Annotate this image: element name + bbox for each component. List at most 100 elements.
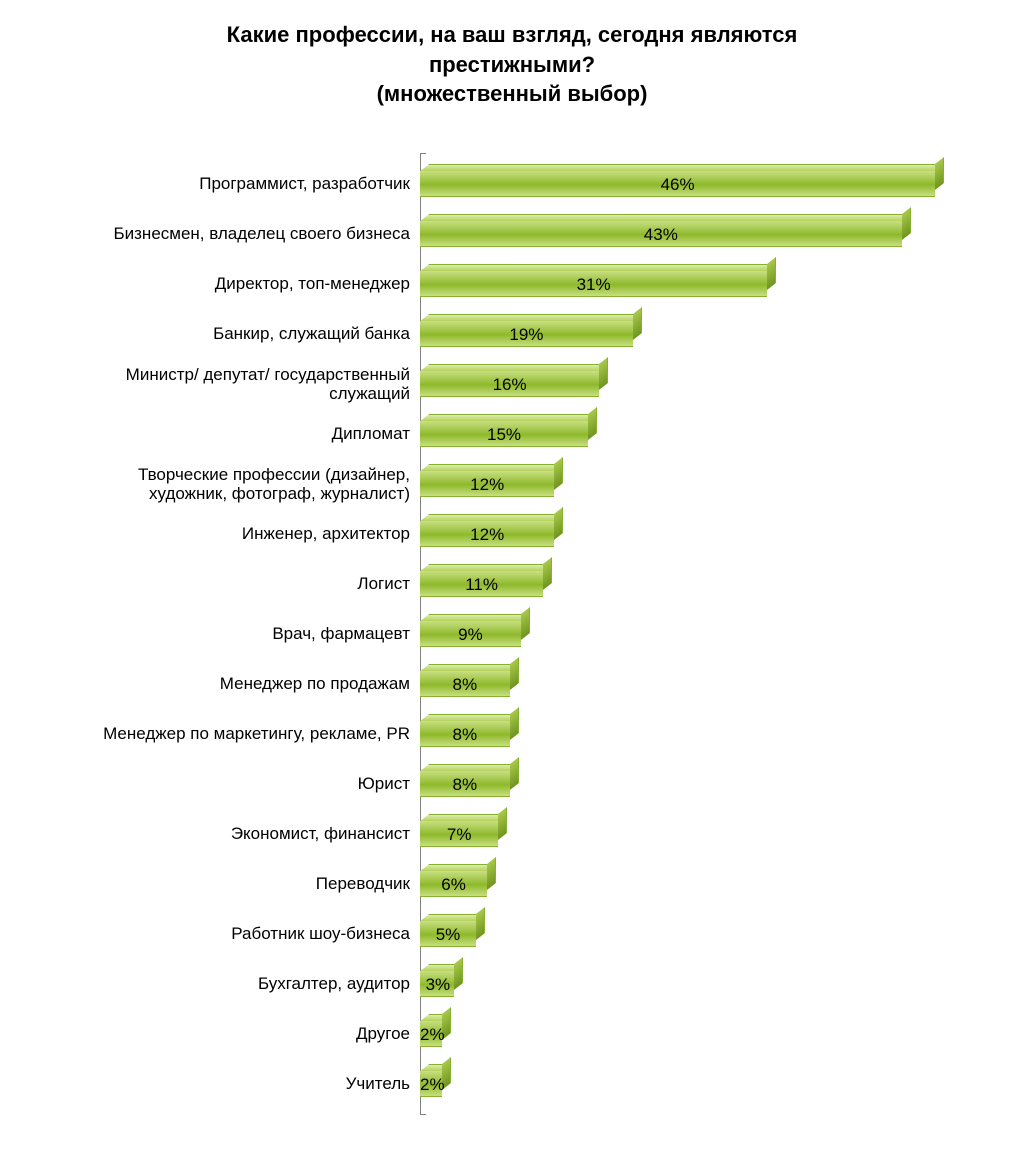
bar-cell: 31% — [420, 259, 994, 309]
chart-row: Банкир, служащий банка19% — [70, 309, 994, 359]
chart-row: Менеджер по маркетингу, рекламе, PR8% — [70, 709, 994, 759]
bar-side-face — [454, 957, 463, 990]
bar: 46% — [420, 171, 944, 197]
bar-cell: 5% — [420, 909, 994, 959]
bar-side-face — [554, 457, 563, 490]
bar: 31% — [420, 271, 776, 297]
bar-top-face — [420, 264, 776, 271]
bar: 2% — [420, 1021, 451, 1047]
y-axis-tick — [420, 1114, 426, 1115]
bar-cell: 6% — [420, 859, 994, 909]
category-label: Менеджер по маркетингу, рекламе, PR — [70, 724, 420, 744]
bar-top-face — [420, 464, 564, 471]
bar-value-label: 12% — [420, 525, 554, 545]
bar-value-label: 6% — [420, 875, 487, 895]
bar-top-face — [420, 514, 564, 521]
chart-row: Врач, фармацевт9% — [70, 609, 994, 659]
bar: 16% — [420, 371, 608, 397]
chart-row: Инженер, архитектор12% — [70, 509, 994, 559]
bar: 8% — [420, 771, 519, 797]
chart-title-line: престижными? — [429, 52, 595, 77]
bar-top-face — [420, 864, 496, 871]
chart-title: Какие профессии, на ваш взгляд, сегодня … — [62, 20, 962, 109]
bar: 19% — [420, 321, 642, 347]
bar-cell: 46% — [420, 159, 994, 209]
bar-value-label: 5% — [420, 925, 476, 945]
bar-top-face — [420, 814, 508, 821]
bar-side-face — [476, 907, 485, 940]
bar-value-label: 3% — [426, 975, 451, 995]
bar-side-face — [510, 657, 519, 690]
bar-value-label: 8% — [420, 675, 510, 695]
category-label: Бизнесмен, владелец своего бизнеса — [70, 224, 420, 244]
chart-row: Директор, топ-менеджер31% — [70, 259, 994, 309]
bar-side-face — [599, 357, 608, 390]
bar-side-face — [935, 157, 944, 190]
bar-cell: 16% — [420, 359, 994, 409]
category-label: Банкир, служащий банка — [70, 324, 420, 344]
bar-cell: 12% — [420, 509, 994, 559]
chart-row: Учитель2% — [70, 1059, 994, 1109]
bar-top-face — [420, 664, 519, 671]
chart-row: Менеджер по продажам8% — [70, 659, 994, 709]
category-label: Учитель — [70, 1074, 420, 1094]
category-label: Логист — [70, 574, 420, 594]
bar-side-face — [543, 557, 552, 590]
bar-cell: 9% — [420, 609, 994, 659]
bar-value-label: 9% — [420, 625, 521, 645]
chart-row: Экономист, финансист7% — [70, 809, 994, 859]
category-label: Юрист — [70, 774, 420, 794]
chart-row: Бизнесмен, владелец своего бизнеса43% — [70, 209, 994, 259]
bar-top-face — [420, 714, 519, 721]
bar-cell: 7% — [420, 809, 994, 859]
category-label: Дипломат — [70, 424, 420, 444]
category-label: Переводчик — [70, 874, 420, 894]
bar-cell: 8% — [420, 659, 994, 709]
bar-value-label: 15% — [420, 425, 588, 445]
bar: 43% — [420, 221, 911, 247]
chart-row: Работник шоу-бизнеса5% — [70, 909, 994, 959]
bar-value-label: 19% — [420, 325, 633, 345]
y-axis-tick — [420, 153, 426, 154]
bar-side-face — [633, 307, 642, 340]
chart-row: Бухгалтер, аудитор 3% — [70, 959, 994, 1009]
bar-cell: 8% — [420, 759, 994, 809]
bar: 11% — [420, 571, 552, 597]
bar: 3% — [420, 971, 463, 997]
bar-value-label: 12% — [420, 475, 554, 495]
bar-cell: 43% — [420, 209, 994, 259]
chart-row: Министр/ депутат/ государственный служащ… — [70, 359, 994, 409]
bar: 6% — [420, 871, 496, 897]
chart-container: Какие профессии, на ваш взгляд, сегодня … — [0, 0, 1024, 1149]
bar-value-label: 16% — [420, 375, 599, 395]
bar: 7% — [420, 821, 507, 847]
category-label: Другое — [70, 1024, 420, 1044]
bar-side-face — [554, 507, 563, 540]
bar-value-label: 11% — [420, 575, 543, 595]
bar-value-label: 2% — [420, 1075, 445, 1095]
bar-side-face — [588, 407, 597, 440]
bar-side-face — [902, 207, 911, 240]
category-label: Директор, топ-менеджер — [70, 274, 420, 294]
bar-top-face — [420, 764, 519, 771]
category-label: Работник шоу-бизнеса — [70, 924, 420, 944]
bar-value-label: 46% — [420, 175, 935, 195]
chart-row: Переводчик6% — [70, 859, 994, 909]
bar-side-face — [521, 607, 530, 640]
category-label: Творческие профессии (дизайнер, художник… — [70, 465, 420, 504]
bar-cell: 19% — [420, 309, 994, 359]
bar-top-face — [420, 564, 552, 571]
bar-cell: 15% — [420, 409, 994, 459]
chart-row: Дипломат15% — [70, 409, 994, 459]
chart-title-line: (множественный выбор) — [377, 81, 648, 106]
bar-side-face — [510, 757, 519, 790]
bar-cell: 2% — [420, 1059, 994, 1109]
category-label: Бухгалтер, аудитор — [70, 974, 420, 994]
chart-row: Творческие профессии (дизайнер, художник… — [70, 459, 994, 509]
bar-value-label: 2% — [420, 1025, 445, 1045]
bar-value-label: 43% — [420, 225, 902, 245]
category-label: Экономист, финансист — [70, 824, 420, 844]
chart-title-line: Какие профессии, на ваш взгляд, сегодня … — [227, 22, 798, 47]
chart-row: Юрист8% — [70, 759, 994, 809]
bar-cell: 11% — [420, 559, 994, 609]
